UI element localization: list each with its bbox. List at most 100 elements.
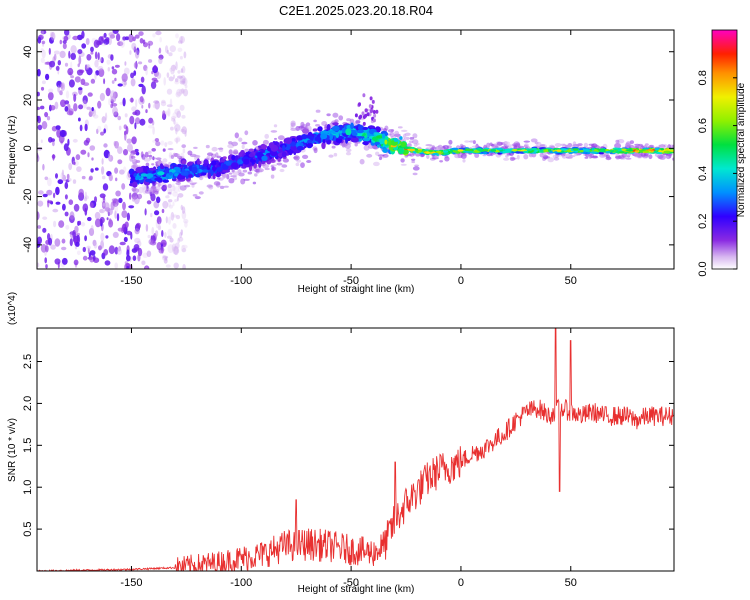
- heatmap-cell: [175, 61, 178, 71]
- heatmap-cell: [491, 144, 495, 147]
- heatmap-cell: [60, 83, 64, 89]
- heatmap-cell: [101, 175, 106, 180]
- heatmap-cell: [654, 147, 660, 151]
- heatmap-cell: [284, 142, 292, 150]
- x-tick-label: -50: [343, 275, 359, 287]
- heatmap-cell: [114, 64, 120, 68]
- y-tick-label: 2.0: [22, 396, 34, 411]
- heatmap-cell: [157, 225, 162, 231]
- heatmap-cell: [374, 132, 381, 136]
- heatmap-cell: [366, 112, 370, 117]
- heatmap-cell: [44, 176, 49, 181]
- heatmap-cell: [55, 186, 60, 196]
- heatmap-cell: [543, 149, 550, 152]
- heatmap-cell: [170, 64, 176, 71]
- heatmap-cell: [54, 258, 61, 265]
- heatmap-cell: [282, 158, 289, 163]
- heatmap-cell: [497, 147, 503, 150]
- heatmap-cell: [312, 128, 318, 132]
- heatmap-cell: [300, 162, 305, 169]
- heatmap-cell: [155, 30, 162, 36]
- heatmap-cell: [140, 76, 145, 83]
- heatmap-cell: [147, 150, 152, 154]
- heatmap-cell: [663, 150, 671, 153]
- heatmap-cell: [201, 169, 210, 173]
- heatmap-cell: [504, 141, 511, 145]
- heatmap-cell: [104, 202, 110, 211]
- heatmap-cell: [44, 257, 47, 264]
- heatmap-cell: [511, 143, 519, 147]
- heatmap-cell: [122, 223, 127, 233]
- heatmap-cell: [37, 106, 41, 111]
- heatmap-cell: [181, 126, 187, 135]
- heatmap-cell: [150, 212, 153, 218]
- heatmap-cell: [301, 134, 308, 140]
- heatmap-cell: [44, 61, 47, 65]
- heatmap-cell: [211, 146, 218, 152]
- heatmap-cell: [168, 216, 171, 225]
- heatmap-cell: [61, 257, 68, 265]
- snr-series-line: [37, 328, 674, 571]
- heatmap-cell: [338, 115, 344, 121]
- heatmap-cell: [350, 136, 359, 143]
- heatmap-cell: [141, 154, 146, 160]
- heatmap-cell: [100, 57, 104, 64]
- heatmap-cell: [68, 162, 73, 171]
- heatmap-cell: [73, 103, 78, 112]
- heatmap-cell: [123, 81, 127, 86]
- heatmap-cell: [614, 142, 622, 149]
- heatmap-cell: [76, 250, 81, 256]
- heatmap-cell: [64, 181, 69, 190]
- heatmap-cell: [465, 148, 473, 152]
- heatmap-cell: [593, 149, 598, 152]
- heatmap-cell: [258, 160, 262, 168]
- heatmap-cell: [208, 164, 212, 168]
- heatmap-cell: [146, 250, 152, 258]
- heatmap-cell: [351, 132, 358, 136]
- heatmap-cell: [46, 116, 51, 121]
- heatmap-cell: [169, 67, 173, 72]
- heatmap-cell: [648, 154, 653, 160]
- heatmap-cell: [68, 199, 74, 205]
- heatmap-cell: [268, 142, 275, 149]
- heatmap-cell: [37, 211, 40, 221]
- heatmap-cell: [83, 139, 90, 146]
- heatmap-cell: [448, 139, 453, 145]
- heatmap-cell: [133, 61, 138, 69]
- heatmap-cell: [46, 189, 53, 196]
- heatmap-cell: [285, 137, 292, 145]
- heatmap-cell: [374, 141, 381, 145]
- heatmap-cell: [90, 46, 94, 53]
- heatmap-cell: [290, 141, 297, 147]
- heatmap-cell: [296, 145, 304, 151]
- heatmap-cell: [45, 73, 50, 81]
- heatmap-cell: [180, 36, 183, 45]
- heatmap-cell: [145, 178, 152, 183]
- heatmap-cell: [113, 141, 117, 146]
- heatmap-cell: [482, 154, 487, 157]
- heatmap-cell: [37, 147, 43, 151]
- heatmap-cell: [168, 199, 173, 203]
- heatmap-cell: [176, 88, 183, 96]
- heatmap-cell: [411, 158, 416, 161]
- heatmap-cell: [345, 148, 352, 153]
- heatmap-cell: [83, 82, 90, 86]
- heatmap-cell: [173, 262, 179, 269]
- heatmap-cell: [260, 144, 268, 149]
- heatmap-cell: [78, 117, 81, 122]
- x-tick-label: 0: [458, 577, 464, 589]
- heatmap-cell: [174, 124, 181, 132]
- heatmap-cell: [131, 136, 137, 145]
- heatmap-cell: [121, 183, 126, 190]
- colorbar-gradient: [711, 29, 738, 270]
- x-tick-label: -150: [120, 577, 142, 589]
- heatmap-cell: [130, 155, 136, 159]
- heatmap-cell: [262, 139, 269, 145]
- heatmap-cell: [166, 88, 173, 95]
- y-tick-label: 1.0: [22, 480, 34, 495]
- heatmap-cell: [217, 177, 221, 180]
- spectrogram-panel: -150 -100 -50 0 50 -40 -20 0 20 40 Height of stra…: [7, 29, 675, 295]
- heatmap-cell: [162, 158, 168, 163]
- heatmap-cell: [178, 76, 184, 83]
- y-tick-label: -20: [22, 189, 34, 205]
